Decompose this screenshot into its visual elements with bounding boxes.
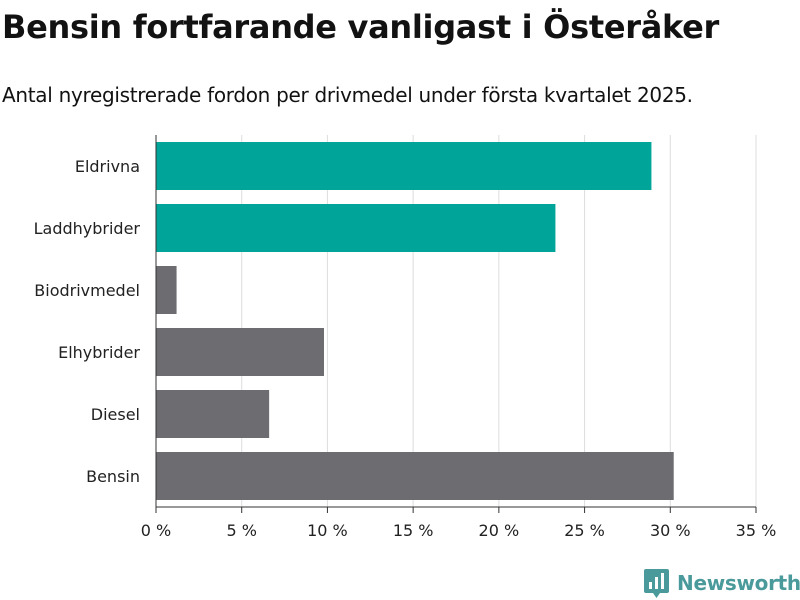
- chart-title: Bensin fortfarande vanligast i Österåker: [2, 8, 720, 46]
- x-tick-label: 25 %: [564, 521, 605, 540]
- x-tick-label: 20 %: [479, 521, 520, 540]
- bar: [156, 142, 652, 190]
- bar: [156, 266, 177, 314]
- category-label: Diesel: [91, 405, 140, 424]
- x-tick-label: 5 %: [226, 521, 256, 540]
- x-tick-label: 35 %: [736, 521, 777, 540]
- category-label: Eldrivna: [75, 157, 140, 176]
- newsworthy-logo-icon: [644, 568, 669, 598]
- x-tick-label: 10 %: [307, 521, 348, 540]
- bar: [156, 390, 270, 438]
- bar-chart: Eldrivna Laddhybrider Biodrivmedel Elhybrid…: [34, 135, 777, 540]
- newsworthy-logo: Newsworthy: [644, 568, 800, 598]
- category-label: Biodrivmedel: [34, 281, 140, 300]
- category-label: Elhybrider: [58, 343, 140, 362]
- x-tick-label: 30 %: [650, 521, 691, 540]
- chart-subtitle: Antal nyregistrerade fordon per drivmede…: [2, 83, 693, 107]
- category-label: Bensin: [86, 467, 140, 486]
- bar: [156, 328, 324, 376]
- bar: [156, 452, 674, 500]
- category-label: Laddhybrider: [34, 219, 141, 238]
- newsworthy-logo-text: Newsworthy: [677, 571, 800, 595]
- x-tick-label: 15 %: [393, 521, 434, 540]
- x-tick-label: 0 %: [141, 521, 171, 540]
- bar: [156, 204, 556, 252]
